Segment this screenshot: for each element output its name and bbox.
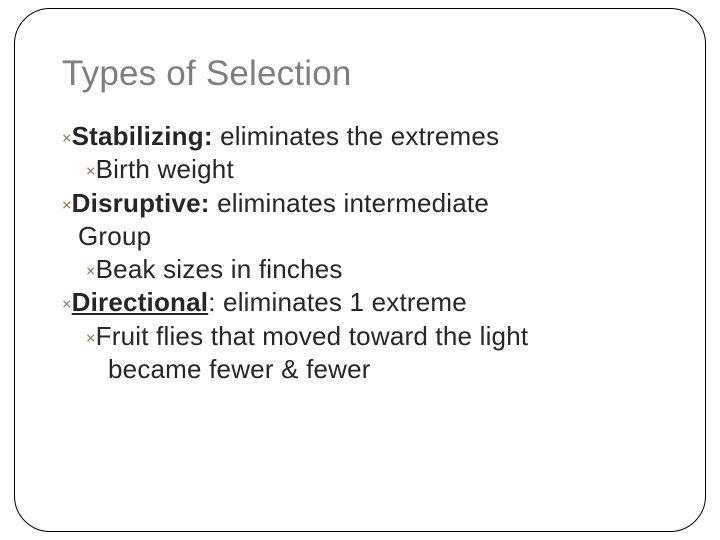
bullet-icon: ༝: [86, 254, 96, 284]
sub-birth-weight: Birth weight: [96, 154, 234, 184]
sub-item-birth-weight: ༝Birth weight: [86, 153, 662, 186]
bullet-icon: ༝: [86, 321, 96, 351]
bullet-item-disruptive: ༝Disruptive: eliminates intermediate: [62, 187, 662, 220]
bullet-item-stabilizing: ༝Stabilizing: eliminates the extremes: [62, 120, 662, 153]
term-directional: Directional: [72, 287, 209, 317]
sub-fruit-flies: Fruit flies that moved toward the light: [96, 321, 529, 351]
sub-item-fruit-flies: ༝Fruit flies that moved toward the light: [86, 320, 662, 353]
sub-item-beak-sizes: ༝Beak sizes in finches: [86, 253, 662, 286]
bullet-icon: ༝: [86, 154, 96, 184]
slide-title: Types of Selection: [62, 54, 662, 94]
cont-disruptive: Group: [78, 220, 662, 253]
slide-content: Types of Selection ༝Stabilizing: elimina…: [62, 54, 662, 386]
sub-beak-sizes: Beak sizes in finches: [96, 254, 343, 284]
term-disruptive: Disruptive:: [72, 188, 210, 218]
desc-directional: : eliminates 1 extreme: [208, 287, 467, 317]
bullet-icon: ༝: [62, 121, 72, 151]
sub-cont-fruit-flies: became fewer & fewer: [108, 353, 662, 386]
desc-stabilizing: eliminates the extremes: [213, 121, 500, 151]
bullet-item-directional: ༝Directional: eliminates 1 extreme: [62, 286, 662, 319]
desc-disruptive: eliminates intermediate: [210, 188, 489, 218]
bullet-icon: ༝: [62, 287, 72, 317]
bullet-icon: ༝: [62, 188, 72, 218]
term-stabilizing: Stabilizing:: [72, 121, 213, 151]
